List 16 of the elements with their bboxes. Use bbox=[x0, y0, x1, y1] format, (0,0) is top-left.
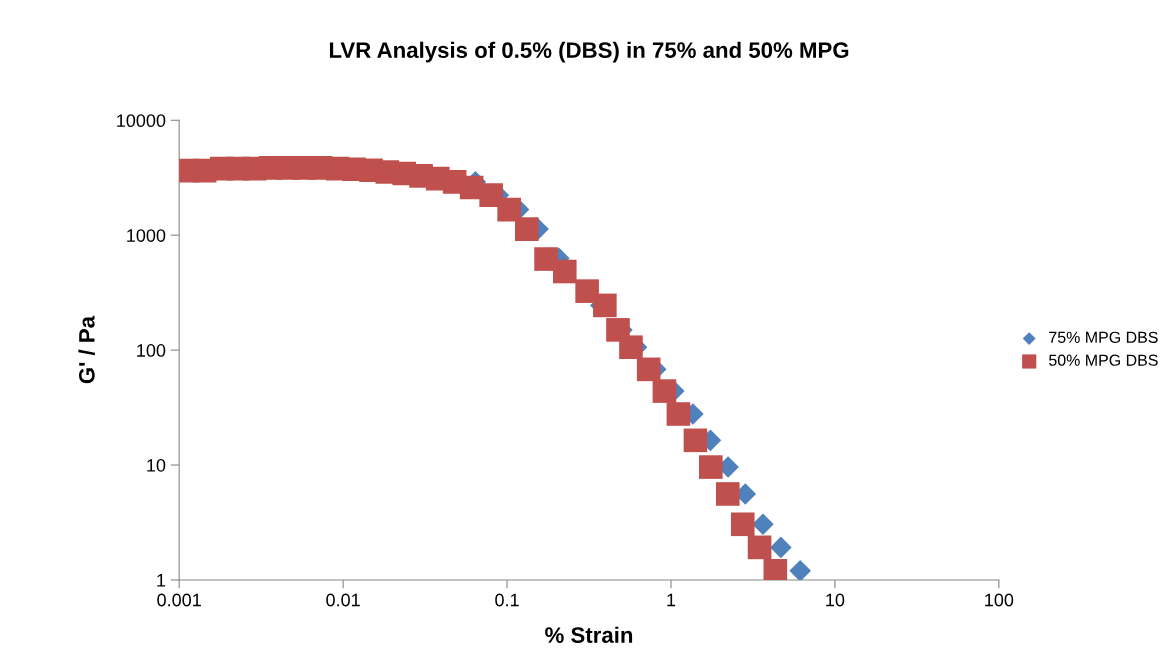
legend-label: 50% MPG DBS bbox=[1049, 354, 1158, 366]
x-tick-label: 0.01 bbox=[326, 593, 360, 607]
x-tick-label: 0.1 bbox=[495, 593, 519, 607]
x-tick-label: 10 bbox=[826, 593, 845, 607]
legend-label: 75% MPG DBS bbox=[1049, 331, 1158, 343]
chart-title: LVR Analysis of 0.5% (DBS) in 75% and 50% MPG bbox=[329, 41, 849, 63]
x-tick-label: 1 bbox=[667, 593, 676, 607]
x-axis-title: % Strain bbox=[545, 626, 633, 643]
y-tick-label: 10000 bbox=[117, 114, 166, 128]
y-tick-label: 1000 bbox=[127, 229, 166, 242]
x-tick-label: 0.001 bbox=[157, 593, 201, 607]
y-tick-label: 100 bbox=[137, 344, 166, 357]
y-tick-label: 10 bbox=[147, 458, 166, 472]
y-axis-title: G' / Pa bbox=[78, 315, 95, 384]
y-tick-label: 1 bbox=[157, 574, 166, 587]
x-tick-label: 100 bbox=[985, 593, 1014, 607]
